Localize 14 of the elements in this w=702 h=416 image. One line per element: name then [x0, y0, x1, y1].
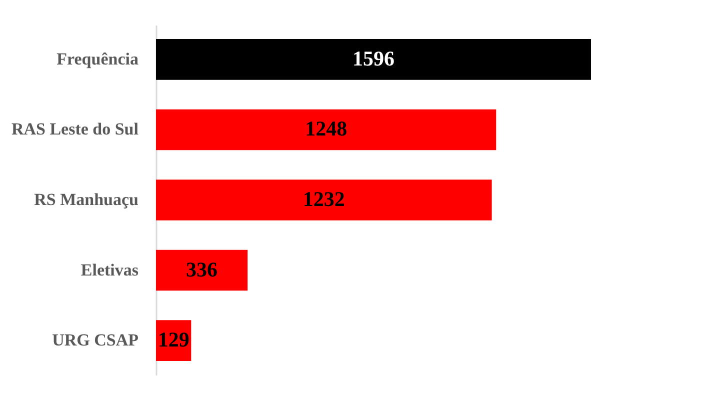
- y-tick-label: Frequência: [56, 49, 139, 68]
- data-label: 336: [186, 257, 218, 282]
- y-tick-label: URG CSAP: [52, 330, 138, 350]
- bar: [156, 180, 492, 220]
- data-label: 129: [158, 328, 190, 352]
- data-label: 1596: [352, 46, 394, 70]
- data-label: 1248: [305, 116, 348, 141]
- y-tick-label: Eletivas: [80, 260, 139, 280]
- bar: [156, 39, 591, 80]
- y-tick-label: RS Manhuaçu: [34, 190, 138, 209]
- bar: [156, 250, 248, 291]
- data-label: 1232: [302, 187, 345, 211]
- bar: [156, 109, 496, 150]
- y-tick-label: RAS Leste do Sul: [11, 120, 139, 139]
